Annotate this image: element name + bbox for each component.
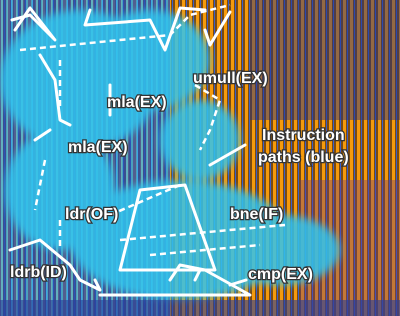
annotation-label: cmp(EX): [248, 266, 313, 283]
callout-line: paths (blue): [258, 149, 349, 166]
annotation-label: ldr(OF): [65, 206, 118, 223]
annotation-label: ldrb(ID): [10, 264, 67, 281]
callout-line: Instruction: [262, 127, 345, 144]
annotation-label: mla(EX): [107, 94, 167, 111]
annotation-label: bne(IF): [230, 206, 283, 223]
annotation-label: mla(EX): [68, 139, 128, 156]
chip-layout-figure: mla(EX) umull(EX) mla(EX) ldr(OF) bne(IF…: [0, 0, 400, 316]
annotation-label: umull(EX): [193, 70, 268, 87]
